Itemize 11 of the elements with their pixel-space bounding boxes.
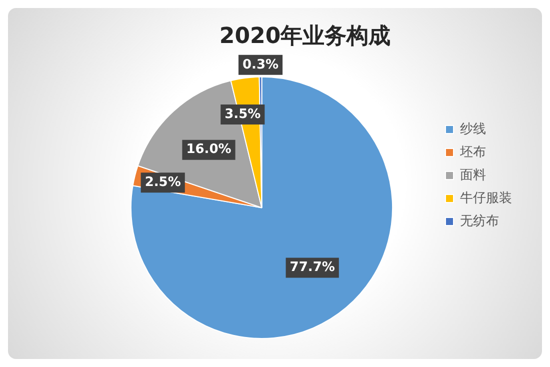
data-label: 3.5% — [224, 106, 261, 122]
legend-label: 纱线 — [460, 122, 486, 137]
data-label: 0.3% — [242, 57, 279, 72]
chart-title: 2020年业务构成 — [219, 24, 391, 49]
data-label: 2.5% — [144, 175, 181, 190]
legend-label: 无纺布 — [460, 214, 499, 229]
data-label: 16.0% — [186, 142, 232, 158]
legend-label: 坯布 — [459, 144, 486, 160]
data-label: 77.7% — [290, 260, 335, 276]
legend-label: 牛仔服装 — [460, 190, 512, 206]
legend-label: 面料 — [460, 168, 486, 183]
